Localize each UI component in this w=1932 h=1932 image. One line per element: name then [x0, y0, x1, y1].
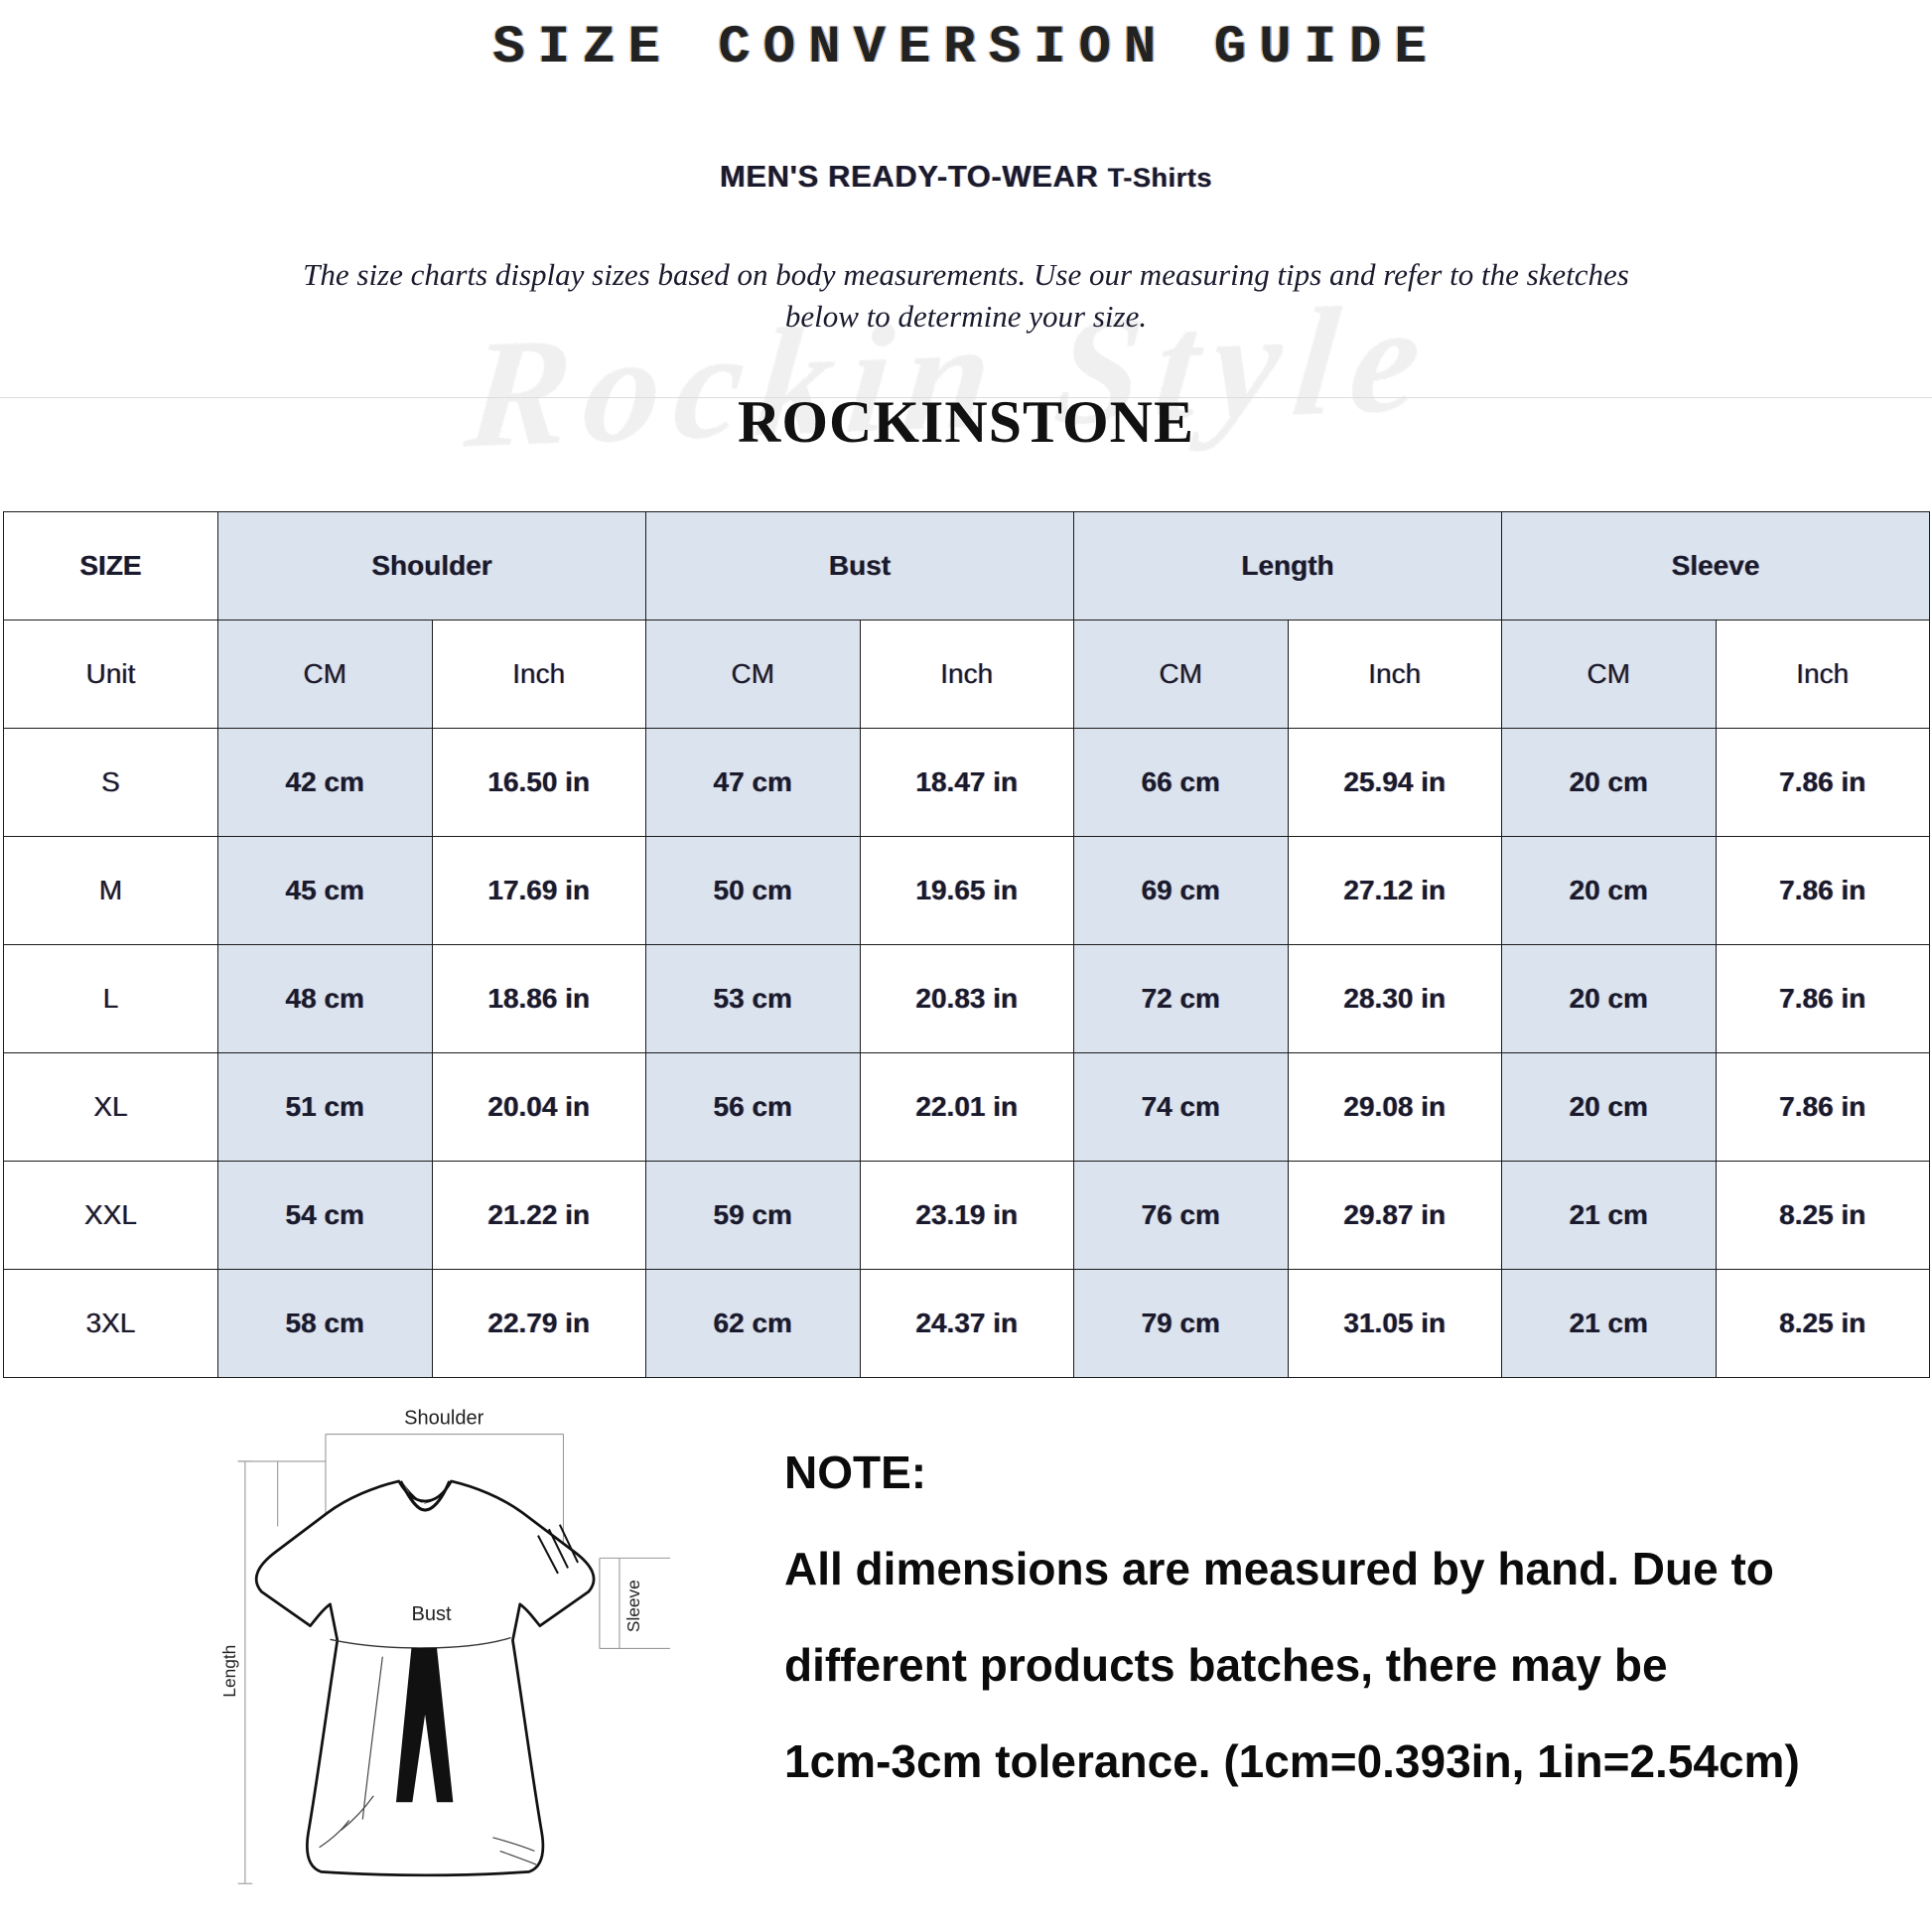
svg-text:Length: Length [219, 1645, 239, 1698]
svg-text:Shoulder: Shoulder [404, 1408, 483, 1430]
svg-text:Bust: Bust [411, 1603, 451, 1625]
svg-text:Sleeve: Sleeve [623, 1580, 643, 1632]
